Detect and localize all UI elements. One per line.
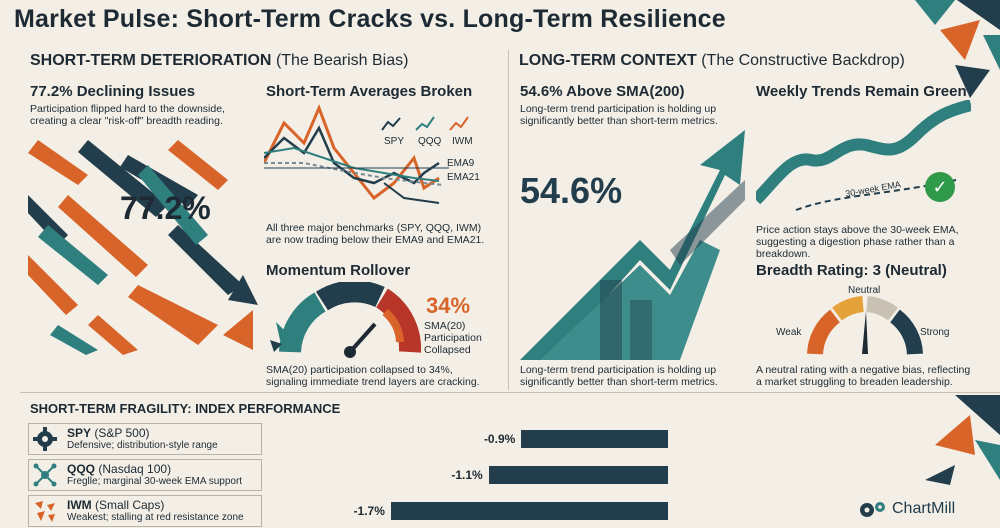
page-title: Market Pulse: Short-Term Cracks vs. Long… [14, 5, 726, 33]
decorative-triangles-bottom [925, 395, 1000, 485]
momentum-gauge [270, 282, 422, 358]
rating-strong-label: Strong [920, 327, 950, 338]
rating-title: Breadth Rating: 3 (Neutral) [756, 262, 947, 279]
ticker-label-iwm: IWM [452, 136, 473, 147]
fragility-row-spy: SPY (S&P 500) Defensive; distribution-st… [28, 423, 262, 455]
ticker-icons [381, 116, 469, 131]
scatter-icon [35, 501, 55, 522]
ema9-label: EMA9 [447, 158, 475, 169]
chartmill-brand: ChartMill [892, 500, 956, 517]
weekly-desc: Price action stays above the 30-week EMA… [756, 224, 959, 260]
rating-neutral-label: Neutral [848, 285, 881, 296]
fragility-row-qqq: QQQ (Nasdaq 100) Freglle; marginal 30-we… [28, 459, 262, 491]
network-icon [33, 463, 57, 487]
sma200-desc: Long-term trend participation is holding… [520, 103, 718, 127]
short-term-heading: SHORT-TERM DETERIORATION (The Bearish Bi… [30, 52, 409, 69]
fragility-bar-iwm [390, 502, 668, 520]
fragility-row-iwm: IWM (Small Caps) Weakest; stalling at re… [28, 495, 262, 527]
section-divider [508, 50, 509, 390]
momentum-title: Momentum Rollover [266, 262, 411, 279]
sma200-title: 54.6% Above SMA(200) [520, 83, 685, 100]
declining-big-number: 77.2% [120, 190, 211, 226]
long-term-heading: LONG-TERM CONTEXT (The Constructive Back… [519, 52, 905, 69]
rating-gauge [807, 296, 923, 355]
declining-issues-title: 77.2% Declining Issues [30, 83, 196, 100]
averages-title: Short-Term Averages Broken [266, 83, 473, 100]
momentum-desc: SMA(20) participation collapsed to 34%, … [266, 364, 480, 388]
fragility-heading: SHORT-TERM FRAGILITY: INDEX PERFORMANCE [30, 401, 341, 416]
fragility-bar-label-iwm: -1.7% [353, 504, 385, 518]
ticker-label-spy: SPY [384, 136, 405, 147]
fragility-bar-spy [521, 430, 668, 448]
weekly-title: Weekly Trends Remain Green [756, 83, 967, 100]
sma200-desc-bottom: Long-term trend participation is holding… [520, 364, 718, 388]
fragility-bar-label-spy: -0.9% [483, 432, 516, 446]
fragility-bar-qqq [488, 466, 668, 484]
chartmill-logo-icon [860, 502, 885, 517]
momentum-big-number: 34% [426, 293, 471, 318]
gear-icon [33, 427, 57, 451]
declining-issues-desc: Participation flipped hard to the downsi… [30, 103, 225, 127]
ticker-label-qqq: QQQ [418, 136, 442, 147]
weekly-trend-chart [756, 100, 971, 211]
averages-line-chart [264, 103, 449, 204]
rating-weak-label: Weak [776, 327, 802, 338]
decorative-triangles-top [915, 0, 1000, 98]
fragility-divider [20, 392, 1000, 393]
averages-desc: All three major benchmarks (SPY, QQQ, IW… [266, 222, 485, 246]
rating-desc: A neutral rating with a negative bias, r… [756, 364, 971, 388]
checkmark-icon: ✓ [925, 172, 955, 202]
sma200-big-number: 54.6% [520, 170, 623, 211]
sma200-arrow-graphic [520, 130, 745, 360]
declining-arrows-graphic [28, 140, 258, 355]
ema21-label: EMA21 [447, 172, 480, 183]
fragility-bar-label-qqq: -1.1% [451, 468, 483, 482]
momentum-label: SMA(20) Participation Collapsed [424, 320, 482, 356]
